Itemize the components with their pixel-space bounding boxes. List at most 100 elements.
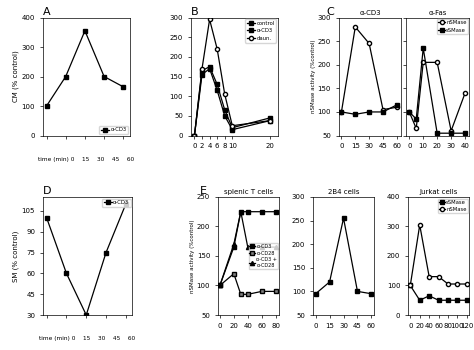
- sSMase: [408, 284, 413, 288]
- control: [191, 133, 197, 138]
- sSMase: [417, 298, 422, 302]
- daun.: [229, 124, 235, 128]
- sSMase: [353, 112, 358, 117]
- daun.: [207, 18, 212, 22]
- Text: D: D: [43, 186, 51, 196]
- Legend: nSMase, sSMase: nSMase, sSMase: [437, 19, 468, 34]
- α-CD3: [238, 210, 244, 214]
- α-CD3: [222, 114, 228, 118]
- sSMase: [436, 298, 441, 302]
- sSMase: [448, 131, 454, 135]
- nSMase: [462, 91, 468, 95]
- α-CD3: [217, 284, 223, 288]
- sSMase: [413, 117, 419, 121]
- nSMase: [436, 274, 441, 279]
- nSMase: [380, 107, 386, 112]
- Line: α-CD3 +
α-CD28: α-CD3 + α-CD28: [218, 210, 278, 288]
- Text: time (min) 0    15    30    45    60: time (min) 0 15 30 45 60: [39, 336, 136, 341]
- Title: 2B4 cells: 2B4 cells: [328, 189, 359, 195]
- Line: α-CD28: α-CD28: [218, 272, 277, 296]
- α-CD3 +
α-CD28: [259, 245, 264, 249]
- nSMase: [445, 282, 451, 286]
- sSMase: [434, 131, 440, 135]
- nSMase: [366, 41, 372, 46]
- control: [199, 69, 205, 73]
- daun.: [214, 47, 220, 51]
- daun.: [267, 119, 273, 123]
- α-CD28: [259, 289, 264, 294]
- daun.: [199, 66, 205, 71]
- sSMase: [380, 110, 386, 114]
- control: [214, 82, 220, 86]
- Legend: α-CD3, α-CD28, α-CD3 +
α-CD28: α-CD3, α-CD28, α-CD3 + α-CD28: [248, 243, 278, 269]
- sSMase: [394, 103, 400, 107]
- nSMase: [338, 110, 344, 114]
- nSMase: [413, 126, 419, 131]
- nSMase: [394, 105, 400, 109]
- Text: A: A: [43, 7, 50, 17]
- α-CD3 +
α-CD28: [231, 242, 237, 246]
- Line: sSMase: sSMase: [408, 284, 469, 302]
- Line: nSMase: nSMase: [407, 60, 467, 133]
- Title: splenic T cells: splenic T cells: [224, 189, 273, 195]
- Line: sSMase: sSMase: [339, 103, 399, 117]
- sSMase: [464, 298, 470, 302]
- Legend: α-CD3: α-CD3: [102, 198, 131, 207]
- daun.: [222, 92, 228, 96]
- α-CD3 +
α-CD28: [217, 284, 223, 288]
- Line: daun.: daun.: [192, 18, 272, 138]
- α-CD3: [245, 210, 251, 214]
- Text: C: C: [326, 7, 334, 17]
- α-CD3 +
α-CD28: [238, 210, 244, 214]
- α-CD3 +
α-CD28: [273, 245, 279, 249]
- Text: time (min) 0    15    30    45    60: time (min) 0 15 30 45 60: [38, 157, 134, 162]
- control: [229, 126, 235, 130]
- nSMase: [420, 60, 426, 64]
- Y-axis label: SM (% control): SM (% control): [12, 230, 19, 282]
- Line: sSMase: sSMase: [407, 46, 467, 135]
- sSMase: [366, 110, 372, 114]
- control: [207, 65, 212, 69]
- nSMase: [353, 25, 358, 29]
- Text: E: E: [200, 186, 206, 196]
- Title: Jurkat cells: Jurkat cells: [419, 189, 458, 195]
- α-CD3: [214, 88, 220, 92]
- α-CD28: [238, 292, 244, 296]
- α-CD3: [259, 210, 264, 214]
- sSMase: [338, 110, 344, 114]
- α-CD28: [245, 292, 251, 296]
- nSMase: [426, 274, 432, 279]
- nSMase: [406, 110, 412, 114]
- sSMase: [406, 110, 412, 114]
- Text: B: B: [191, 7, 198, 17]
- α-CD3 +
α-CD28: [245, 245, 251, 249]
- α-CD3: [273, 210, 279, 214]
- sSMase: [426, 294, 432, 298]
- nSMase: [417, 223, 422, 227]
- α-CD3: [191, 133, 197, 138]
- control: [222, 108, 228, 112]
- sSMase: [445, 298, 451, 302]
- nSMase: [464, 282, 470, 286]
- Line: α-CD3: α-CD3: [218, 210, 278, 288]
- daun.: [191, 133, 197, 138]
- nSMase: [455, 282, 460, 286]
- Y-axis label: nSMase activity (%control): nSMase activity (%control): [190, 219, 195, 293]
- α-CD28: [217, 284, 223, 288]
- Y-axis label: CM (% control): CM (% control): [12, 51, 19, 103]
- Title: α-CD3: α-CD3: [359, 10, 381, 16]
- nSMase: [448, 129, 454, 133]
- α-CD28: [273, 289, 279, 294]
- control: [267, 116, 273, 120]
- Line: nSMase: nSMase: [339, 25, 399, 114]
- Line: nSMase: nSMase: [408, 223, 469, 288]
- α-CD3: [229, 127, 235, 132]
- Line: α-CD3: α-CD3: [193, 67, 272, 137]
- sSMase: [420, 46, 426, 50]
- Legend: sSMase, nSMase: sSMase, nSMase: [438, 198, 468, 213]
- nSMase: [408, 284, 413, 288]
- Legend: α-CD3: α-CD3: [100, 126, 128, 134]
- nSMase: [434, 60, 440, 64]
- α-CD3: [199, 72, 205, 77]
- α-CD3: [207, 66, 212, 71]
